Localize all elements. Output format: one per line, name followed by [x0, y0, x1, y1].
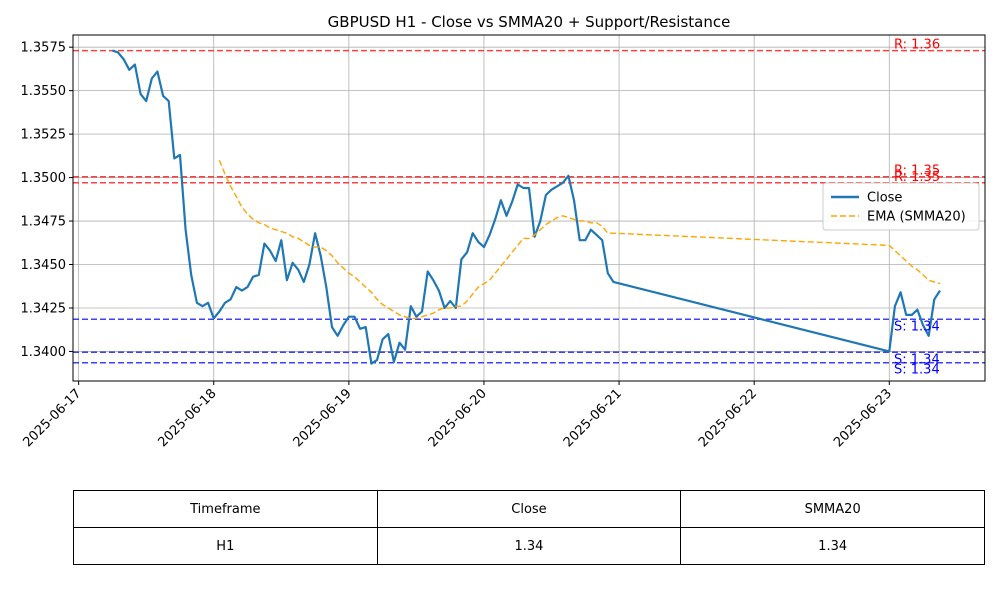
y-tick-label: 1.3550: [21, 84, 67, 99]
y-tick-label: 1.3500: [21, 171, 67, 186]
table-row: H1 1.34 1.34: [73, 527, 985, 565]
y-tick-label: 1.3450: [21, 258, 67, 273]
resistance-label: R: 1.36: [894, 38, 940, 53]
y-tick-label: 1.3425: [21, 301, 67, 316]
close-series-line: [112, 49, 941, 365]
table-cell-timeframe: H1: [73, 527, 378, 565]
x-tick-label: 2025-06-17: [20, 386, 84, 450]
resistance-label: R: 1.35: [894, 170, 940, 185]
y-tick-label: 1.3475: [21, 215, 67, 230]
table-header-row: Timeframe Close SMMA20: [73, 490, 985, 528]
table-header-close: Close: [376, 490, 682, 528]
legend-frame: [822, 182, 980, 231]
x-tick-label: 2025-06-22: [696, 386, 760, 450]
resistance-label: R: 1.35: [894, 164, 940, 179]
y-tick-label: 1.3525: [21, 128, 67, 143]
y-tick-label: 1.3575: [21, 41, 67, 56]
legend-close-label: Close: [867, 191, 902, 206]
table-cell-smma20: 1.34: [680, 527, 985, 565]
x-tick-label: 2025-06-20: [426, 386, 490, 450]
support-label: S: 1.34: [894, 363, 940, 378]
summary-table: Timeframe Close SMMA20 H1 1.34 1.34: [73, 490, 985, 565]
table-header-timeframe: Timeframe: [73, 490, 378, 528]
y-tick-label: 1.3400: [21, 345, 67, 360]
plot-frame: [72, 34, 986, 382]
x-tick-label: 2025-06-18: [156, 386, 220, 450]
table-header-smma20: SMMA20: [680, 490, 985, 528]
table-cell-close: 1.34: [376, 527, 682, 565]
x-tick-label: 2025-06-19: [291, 386, 355, 450]
legend-smma-label: EMA (SMMA20): [867, 210, 966, 225]
chart-title: GBPUSD H1 - Close vs SMMA20 + Support/Re…: [328, 13, 731, 31]
x-tick-label: 2025-06-23: [831, 386, 895, 450]
support-label: S: 1.34: [894, 319, 940, 334]
x-tick-label: 2025-06-21: [561, 386, 625, 450]
legend: Close EMA (SMMA20): [822, 182, 980, 231]
support-label: S: 1.34: [894, 352, 940, 367]
